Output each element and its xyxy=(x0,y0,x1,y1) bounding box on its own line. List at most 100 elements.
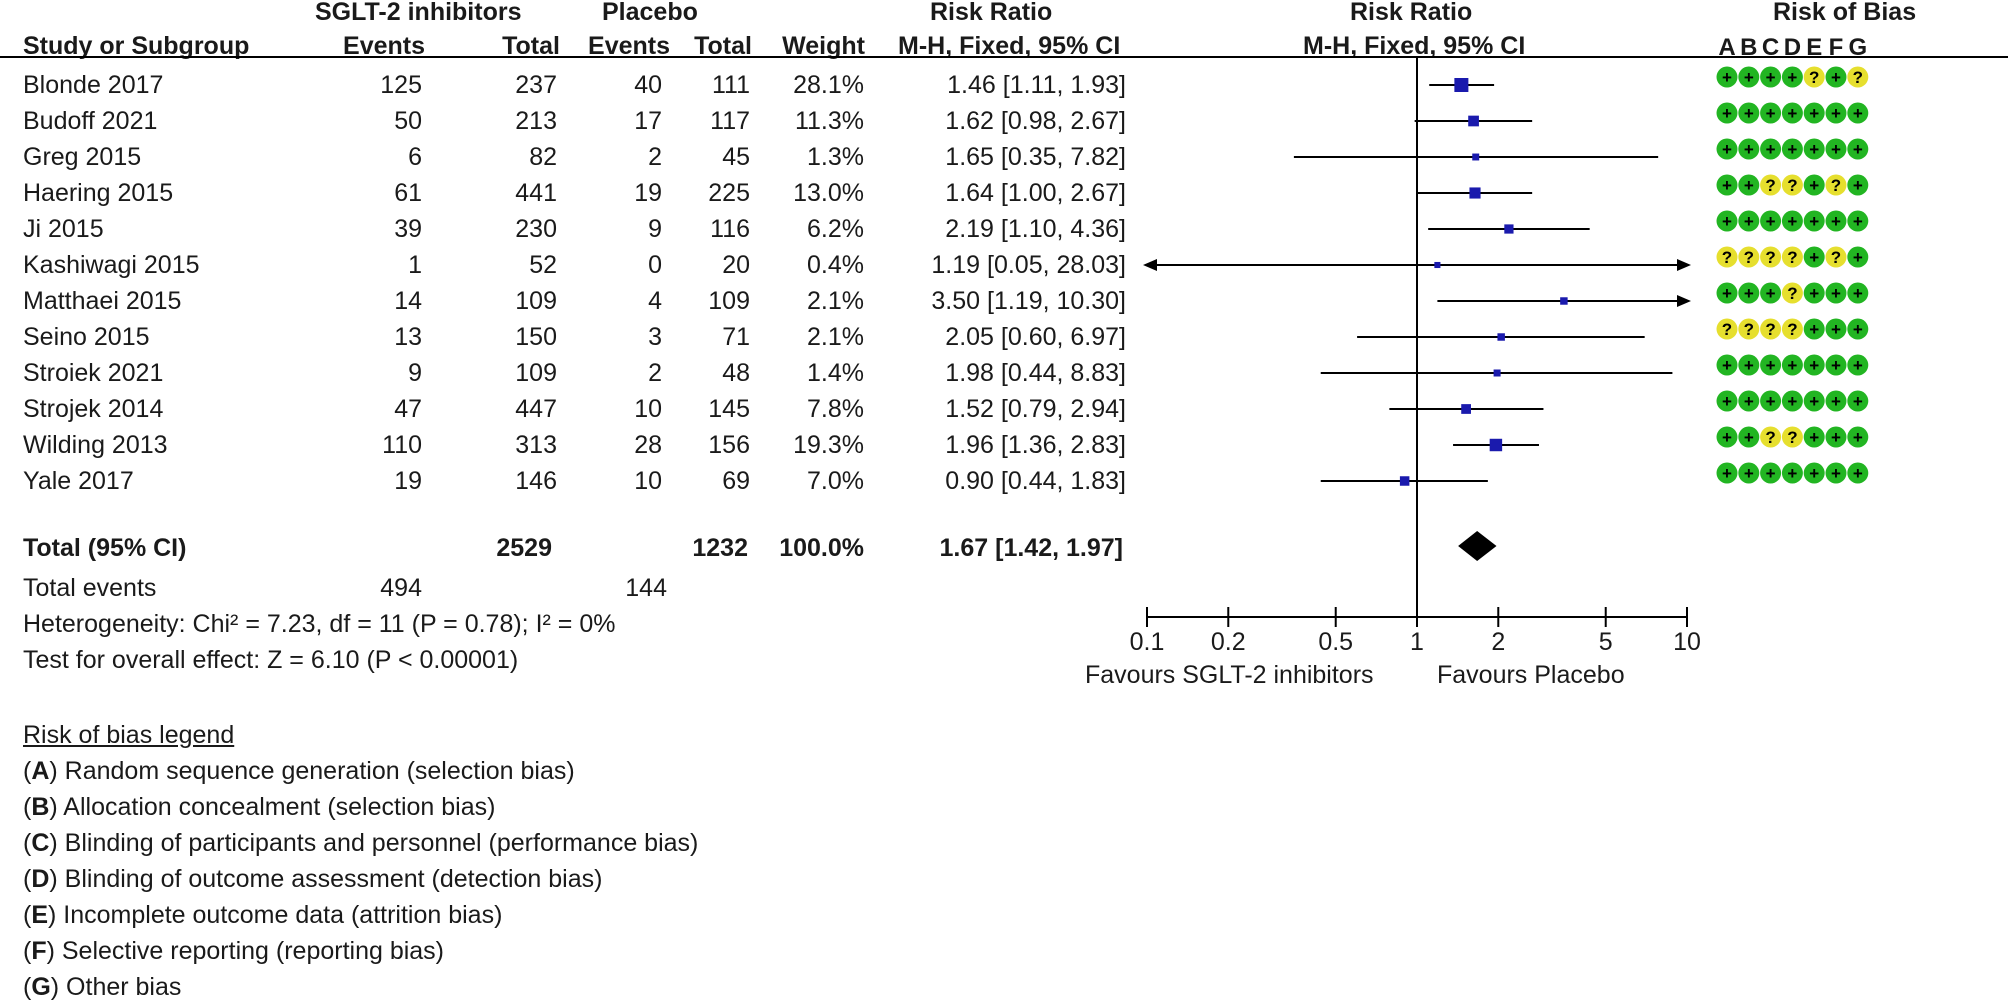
rob-symbol: + xyxy=(1787,68,1797,87)
rob-symbol: + xyxy=(1722,356,1732,375)
ci-arrow-right xyxy=(1677,259,1691,271)
x-axis-tick-label: 0.2 xyxy=(1211,628,1246,656)
rob-low-risk-dot xyxy=(1760,354,1782,376)
study-name: Yale 2017 xyxy=(23,467,134,495)
rr-method-header: M-H, Fixed, 95% CI xyxy=(898,32,1121,60)
rob-symbol: + xyxy=(1809,104,1819,123)
rob-symbol: + xyxy=(1766,464,1776,483)
rob-low-risk-dot xyxy=(1716,174,1738,196)
exp-events: 13 xyxy=(394,323,422,351)
weight: 2.1% xyxy=(807,287,864,315)
study-name: Ji 2015 xyxy=(23,215,104,243)
ctl-total: 109 xyxy=(708,287,750,315)
rob-low-risk-dot xyxy=(1760,66,1782,88)
rob-low-risk-dot xyxy=(1716,138,1738,160)
x-axis-tick-label: 1 xyxy=(1410,628,1424,656)
rob-symbol: + xyxy=(1787,212,1797,231)
exp-total: 109 xyxy=(515,287,557,315)
rob-low-risk-dot xyxy=(1738,102,1760,124)
ctl-events: 0 xyxy=(648,251,662,279)
weight: 6.2% xyxy=(807,215,864,243)
risk-ratio-ci: 1.19 [0.05, 28.03] xyxy=(931,251,1126,279)
rob-symbol: + xyxy=(1722,68,1732,87)
rob-low-risk-dot xyxy=(1716,102,1738,124)
rob-low-risk-dot xyxy=(1781,210,1803,232)
rob-low-risk-dot xyxy=(1825,66,1847,88)
rob-unclear-risk-dot xyxy=(1760,246,1782,268)
ctl-total: 225 xyxy=(708,179,750,207)
exp-total: 109 xyxy=(515,359,557,387)
total-events-ctl: 144 xyxy=(625,574,667,602)
total-ctl: 1232 xyxy=(692,534,748,562)
rob-low-risk-dot xyxy=(1803,318,1825,340)
rob-unclear-risk-dot xyxy=(1847,66,1869,88)
rob-symbol: + xyxy=(1809,212,1819,231)
weight: 7.8% xyxy=(807,395,864,423)
rob-symbol: ? xyxy=(1722,320,1732,339)
rob-low-risk-dot xyxy=(1825,390,1847,412)
rob-symbol: + xyxy=(1744,140,1754,159)
rob-symbol: + xyxy=(1722,428,1732,447)
rob-unclear-risk-dot xyxy=(1716,318,1738,340)
rob-low-risk-dot xyxy=(1716,354,1738,376)
total-events-exp: 494 xyxy=(380,574,422,602)
rob-symbol: + xyxy=(1766,284,1776,303)
rob-low-risk-dot xyxy=(1825,282,1847,304)
ctl-total: 20 xyxy=(722,251,750,279)
weight: 13.0% xyxy=(793,179,864,207)
rob-low-risk-dot xyxy=(1803,138,1825,160)
rob-unclear-risk-dot xyxy=(1738,318,1760,340)
rob-symbol: ? xyxy=(1853,68,1863,87)
rob-symbol: + xyxy=(1809,428,1819,447)
rob-symbol: ? xyxy=(1722,248,1732,267)
rob-low-risk-dot xyxy=(1716,282,1738,304)
ctl-group-header: Placebo xyxy=(602,0,698,26)
rob-symbol: + xyxy=(1766,140,1776,159)
study-name: Seino 2015 xyxy=(23,323,150,351)
rob-unclear-risk-dot xyxy=(1825,174,1847,196)
rob-symbol: + xyxy=(1831,320,1841,339)
effect-square xyxy=(1461,404,1471,414)
ci-arrow-right xyxy=(1677,295,1691,307)
risk-ratio-ci: 1.98 [0.44, 8.83] xyxy=(945,359,1126,387)
weight: 7.0% xyxy=(807,467,864,495)
exp-total: 82 xyxy=(529,143,557,171)
rob-low-risk-dot xyxy=(1738,354,1760,376)
rob-column-letter: D xyxy=(1784,34,1801,61)
exp-total: 237 xyxy=(515,71,557,99)
rob-unclear-risk-dot xyxy=(1803,66,1825,88)
ctl-total: 111 xyxy=(711,71,750,99)
rob-low-risk-dot xyxy=(1760,282,1782,304)
weight: 28.1% xyxy=(793,71,864,99)
weight: 0.4% xyxy=(807,251,864,279)
favours-left-label: Favours SGLT-2 inhibitors xyxy=(1085,661,1374,689)
rob-header: Risk of Bias xyxy=(1773,0,1917,26)
rob-low-risk-dot xyxy=(1738,174,1760,196)
rob-low-risk-dot xyxy=(1781,138,1803,160)
rob-symbol: + xyxy=(1831,284,1841,303)
rob-symbol: + xyxy=(1831,212,1841,231)
ctl-events: 2 xyxy=(648,143,662,171)
effect-square xyxy=(1454,78,1469,92)
rob-symbol: + xyxy=(1744,356,1754,375)
rob-symbol: + xyxy=(1787,356,1797,375)
overall-effect-text: Test for overall effect: Z = 6.10 (P < 0… xyxy=(23,646,519,674)
rob-symbol: + xyxy=(1853,464,1863,483)
x-axis-tick-label: 5 xyxy=(1599,628,1613,656)
rob-symbol: ? xyxy=(1787,428,1797,447)
rr-column-header: Risk Ratio xyxy=(930,0,1053,26)
rob-low-risk-dot xyxy=(1760,210,1782,232)
rob-low-risk-dot xyxy=(1825,138,1847,160)
exp-events: 14 xyxy=(394,287,422,315)
effect-square xyxy=(1472,153,1480,161)
rob-column-letter: G xyxy=(1848,34,1867,61)
ctl-events: 9 xyxy=(648,215,662,243)
rob-symbol: + xyxy=(1744,68,1754,87)
rob-symbol: + xyxy=(1853,104,1863,123)
rob-low-risk-dot xyxy=(1781,66,1803,88)
exp-events: 6 xyxy=(408,143,422,171)
rob-symbol: + xyxy=(1809,392,1819,411)
rob-unclear-risk-dot xyxy=(1781,282,1803,304)
rob-symbol: ? xyxy=(1744,320,1754,339)
